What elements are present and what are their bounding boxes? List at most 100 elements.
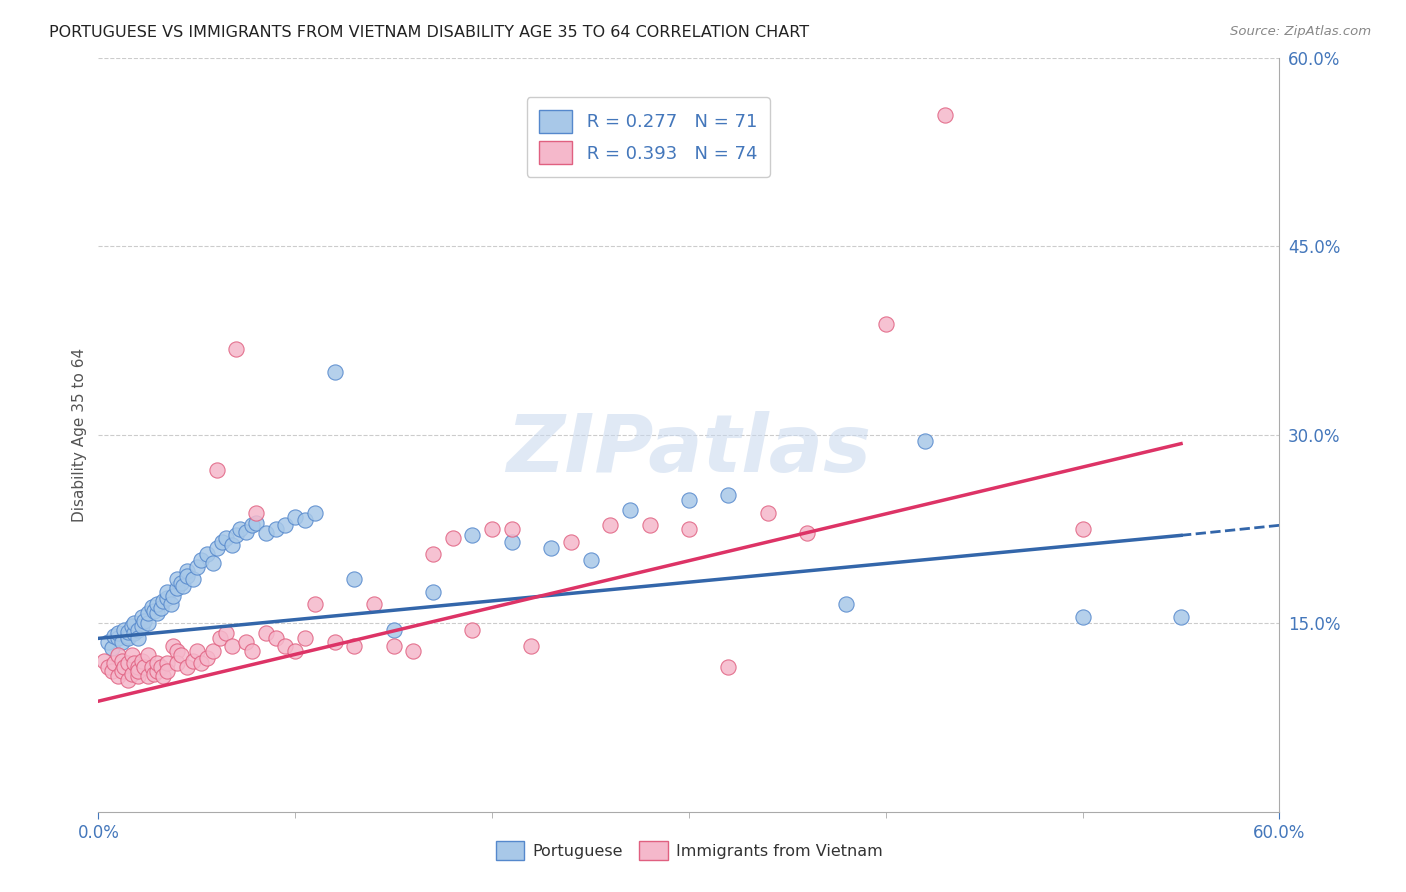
Point	[131, 610, 153, 624]
Point	[111, 635, 134, 649]
Point	[162, 589, 184, 603]
Point	[402, 644, 425, 658]
Point	[127, 660, 149, 674]
Point	[619, 503, 641, 517]
Point	[176, 568, 198, 582]
Point	[343, 639, 366, 653]
Text: Source: ZipAtlas.com: Source: ZipAtlas.com	[1230, 25, 1371, 38]
Point	[166, 644, 188, 658]
Point	[422, 585, 444, 599]
Point	[221, 538, 243, 552]
Point	[131, 619, 153, 633]
Point	[162, 639, 184, 653]
Point	[914, 434, 936, 449]
Point	[190, 657, 212, 671]
Point	[181, 572, 204, 586]
Point	[221, 639, 243, 653]
Point	[343, 572, 366, 586]
Point	[304, 506, 326, 520]
Point	[274, 639, 297, 653]
Point	[835, 598, 858, 612]
Point	[382, 623, 405, 637]
Point	[97, 635, 120, 649]
Point	[481, 522, 503, 536]
Point	[211, 534, 233, 549]
Point	[1071, 610, 1094, 624]
Point	[304, 598, 326, 612]
Point	[205, 463, 228, 477]
Point	[111, 654, 134, 668]
Point	[284, 644, 307, 658]
Point	[117, 632, 139, 646]
Point	[127, 623, 149, 637]
Point	[796, 525, 818, 540]
Point	[441, 531, 464, 545]
Point	[107, 626, 129, 640]
Y-axis label: Disability Age 35 to 64: Disability Age 35 to 64	[72, 348, 87, 522]
Point	[274, 518, 297, 533]
Point	[111, 664, 134, 678]
Point	[235, 635, 257, 649]
Point	[294, 513, 316, 527]
Point	[103, 629, 125, 643]
Point	[107, 632, 129, 646]
Point	[254, 525, 277, 540]
Point	[166, 581, 188, 595]
Point	[117, 625, 139, 640]
Point	[520, 639, 543, 653]
Point	[146, 598, 169, 612]
Point	[284, 509, 307, 524]
Point	[146, 657, 169, 671]
Point	[150, 660, 173, 674]
Point	[121, 619, 143, 633]
Point	[101, 664, 124, 678]
Point	[117, 629, 139, 643]
Point	[638, 518, 661, 533]
Point	[156, 591, 179, 606]
Point	[166, 657, 188, 671]
Point	[756, 506, 779, 520]
Point	[422, 547, 444, 561]
Point	[579, 553, 602, 567]
Point	[264, 522, 287, 536]
Point	[461, 528, 484, 542]
Point	[150, 601, 173, 615]
Point	[93, 654, 115, 668]
Point	[152, 593, 174, 607]
Text: PORTUGUESE VS IMMIGRANTS FROM VIETNAM DISABILITY AGE 35 TO 64 CORRELATION CHART: PORTUGUESE VS IMMIGRANTS FROM VIETNAM DI…	[49, 25, 810, 40]
Point	[152, 669, 174, 683]
Point	[382, 639, 405, 653]
Point	[195, 651, 218, 665]
Point	[1170, 610, 1192, 624]
Point	[172, 578, 194, 592]
Point	[141, 599, 163, 614]
Point	[146, 606, 169, 620]
Point	[121, 648, 143, 662]
Point	[132, 614, 155, 628]
Point	[142, 666, 165, 681]
Point	[240, 644, 263, 658]
Point	[201, 556, 224, 570]
Point	[363, 598, 385, 612]
Point	[170, 648, 193, 662]
Point	[136, 648, 159, 662]
Point	[201, 644, 224, 658]
Point	[107, 669, 129, 683]
Point	[225, 343, 247, 357]
Point	[170, 576, 193, 591]
Point	[1071, 522, 1094, 536]
Point	[141, 660, 163, 674]
Point	[209, 632, 232, 646]
Point	[136, 616, 159, 631]
Point	[166, 572, 188, 586]
Point	[560, 534, 582, 549]
Point	[294, 632, 316, 646]
Point	[136, 669, 159, 683]
Point	[176, 564, 198, 578]
Point	[245, 516, 267, 530]
Point	[540, 541, 562, 555]
Point	[121, 666, 143, 681]
Point	[132, 660, 155, 674]
Point	[875, 318, 897, 332]
Point	[205, 541, 228, 555]
